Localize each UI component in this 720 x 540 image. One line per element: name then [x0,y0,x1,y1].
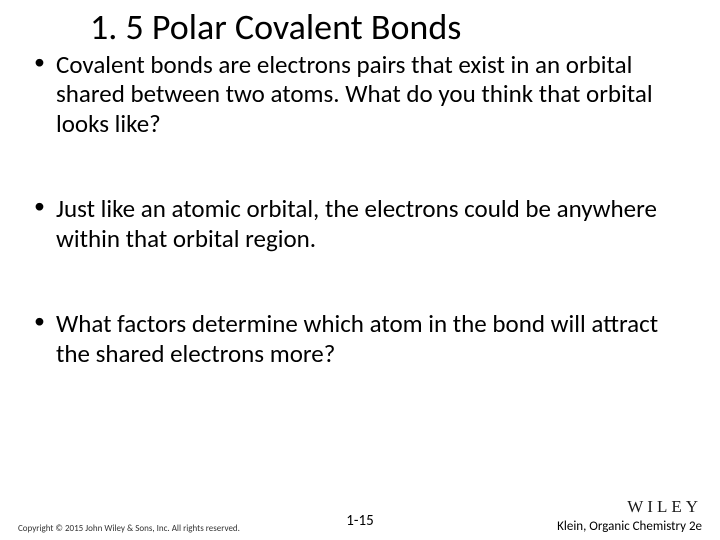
bullet-item: What factors determine which atom in the… [32,309,692,368]
bullet-list: Covalent bonds are electrons pairs that … [28,50,692,540]
slide-title: 1. 5 Polar Covalent Bonds [28,8,692,48]
footer-right: WILEY Klein, Organic Chemistry 2e [557,497,702,534]
footer: Copyright © 2015 John Wiley & Sons, Inc.… [0,497,720,534]
slide-container: 1. 5 Polar Covalent Bonds Covalent bonds… [0,0,720,540]
bullet-item: Just like an atomic orbital, the electro… [32,194,692,253]
copyright-text: Copyright © 2015 John Wiley & Sons, Inc.… [18,523,240,534]
publisher-logo: WILEY [627,497,702,517]
bullet-item: Covalent bonds are electrons pairs that … [32,50,692,139]
book-reference: Klein, Organic Chemistry 2e [557,519,702,534]
page-number: 1-15 [346,512,373,530]
